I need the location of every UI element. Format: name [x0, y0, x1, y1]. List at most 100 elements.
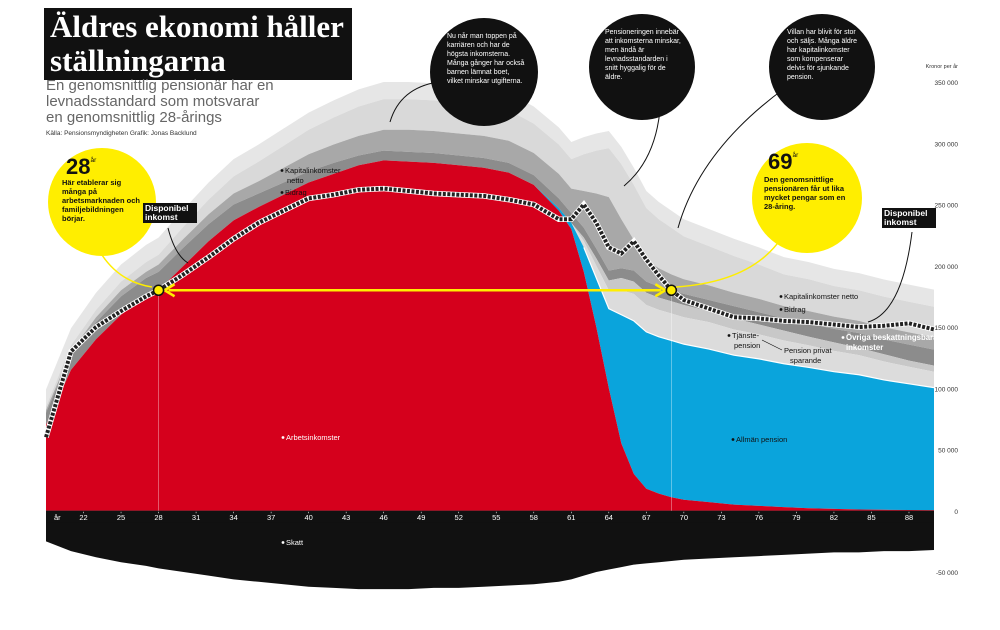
y-tick-label: 0	[954, 509, 958, 516]
label-privat: Pension privat	[784, 346, 832, 355]
disponibel-line	[44, 186, 935, 438]
label-tjanstepension-dot	[727, 334, 731, 337]
x-tick-label: 37	[267, 513, 275, 522]
x-tick-label: 46	[380, 513, 388, 522]
x-tick-label: 76	[755, 513, 763, 522]
x-tick-label: 79	[792, 513, 800, 522]
age28-number: 28	[66, 154, 91, 179]
x-tick-label: 85	[867, 513, 875, 522]
label-bidrag-right-dot	[779, 308, 783, 311]
label-ovriga-line2: inkomster	[846, 343, 883, 352]
area-allman-pension	[46, 160, 934, 511]
label-tjanstepension: Tjänste-	[732, 331, 760, 340]
x-tick-label: 67	[642, 513, 650, 522]
age69-unit: år	[792, 152, 799, 159]
label-kapital-left-line2: netto	[287, 176, 304, 185]
disponibel-tag-left: Disponibel inkomst	[143, 203, 197, 223]
title-box: Äldres ekonomi håller ställningarna	[44, 8, 352, 80]
disponibel-line-layer	[43, 185, 935, 439]
label-allman-pension-dot	[731, 438, 735, 441]
age69-number: 69	[768, 149, 793, 174]
axis-layer: år 22 25 28 31 34 37 40 43 46 49 52 55 58 61 64 67 70 73 76…	[46, 63, 958, 577]
label-kapital-left-dot	[280, 169, 284, 172]
y-tick-label: -50 000	[936, 570, 958, 577]
x-tick-label: 88	[905, 513, 913, 522]
leader-age69	[675, 239, 781, 288]
x-tick-label: 25	[117, 513, 125, 522]
source-credit: Källa: Pensionsmyndigheten Grafik: Jonas…	[46, 130, 197, 137]
x-tick-label: 64	[605, 513, 613, 522]
callout-age69: 69år Den genomsnittlige pensionären får …	[752, 143, 862, 253]
x-tick-label: 58	[530, 513, 538, 522]
area-arbetsinkomster	[46, 160, 934, 511]
label-bidrag-right: Bidrag	[784, 305, 806, 314]
leader-privat	[761, 339, 783, 351]
x-tick-label: 34	[229, 513, 237, 522]
label-ovriga: Övriga beskattningsbara	[846, 333, 938, 342]
y-tick-label: 350 000	[935, 80, 959, 87]
age69-heading: 69år	[768, 151, 798, 173]
label-kapital-right-dot	[779, 295, 783, 298]
x-tick-label: 31	[192, 513, 200, 522]
callout-pension-start-text: Pensioneringen innebär att inkomsterna m…	[605, 29, 681, 81]
age69-text: Den genomsnittlige pensionären får ut li…	[764, 175, 846, 211]
label-skatt: Skatt	[286, 538, 304, 547]
label-kapital-right: Kapitalinkomster netto	[784, 292, 858, 301]
age28-unit: år	[90, 157, 97, 164]
label-kapital-left: Kapitalinkomster	[285, 166, 341, 175]
callout-pension-start: Pensioneringen innebär att inkomsterna m…	[589, 14, 695, 120]
page-subtitle: En genomsnittlig pensionär har en levnad…	[46, 77, 274, 126]
pension-separator-line	[583, 247, 935, 389]
highlight-point	[665, 284, 678, 296]
callout-peak-text: Nu når man toppen på karriären och har d…	[447, 33, 525, 85]
y-tick-label: 150 000	[935, 325, 959, 332]
age28-heading: 28år	[66, 156, 96, 178]
x-tick-label: 49	[417, 513, 425, 522]
x-tick-label: 82	[830, 513, 838, 522]
x-tick-label: 40	[304, 513, 312, 522]
page-title-line1: Äldres ekonomi håller	[50, 9, 344, 44]
leader-house	[677, 87, 786, 229]
label-privat-line2: sparande	[790, 356, 821, 365]
arbete-area-layer	[46, 160, 934, 511]
leader-age28	[101, 254, 153, 288]
y-tick-label: 300 000	[935, 141, 959, 148]
x-tick-label: 70	[680, 513, 688, 522]
x-tick-label: 22	[79, 513, 87, 522]
label-ovriga-dot	[841, 336, 845, 339]
page-title-line2: ställningarna	[50, 43, 226, 78]
arrow-head-right	[654, 283, 666, 298]
label-arbetsinkomster-dot	[281, 436, 285, 439]
arrow-head-left	[163, 283, 176, 298]
x-tick-label: 55	[492, 513, 500, 522]
callout-house: Villan har blivit för stor och säljs. Må…	[769, 14, 875, 120]
leader-disp-right	[867, 231, 913, 323]
y-tick-label: 50 000	[938, 448, 958, 455]
label-skatt-dot	[281, 541, 285, 544]
leader-pension-start	[623, 109, 661, 187]
x-tick-label: 43	[342, 513, 350, 522]
y-tick-label: 250 000	[935, 203, 959, 210]
x-axis-label: år	[54, 513, 61, 522]
y-tick-label: 100 000	[935, 386, 959, 393]
labels-layer: Arbetsinkomster Allmän pension Skatt Kapita…	[101, 81, 938, 547]
callout-house-text: Villan har blivit för stor och säljs. Må…	[787, 29, 858, 81]
label-tjanstepension-line2: pension	[734, 341, 760, 350]
highlight-point	[152, 284, 165, 296]
y-axis-label: Kronor per år	[926, 63, 959, 70]
label-arbetsinkomster: Arbetsinkomster	[286, 433, 341, 442]
y-tick-label: 200 000	[935, 264, 959, 271]
age28-text: Här etablerar sig många på arbetsmarknad…	[62, 178, 140, 223]
disponibel-tag-right: Disponibel inkomst	[882, 208, 936, 228]
skatt-area-layer	[46, 510, 934, 590]
label-allman-pension: Allmän pension	[736, 435, 787, 444]
allman-area-layer	[46, 160, 935, 511]
x-axis-bar	[46, 510, 934, 523]
label-bidrag-left: Bidrag	[285, 188, 307, 197]
label-bidrag-left-dot	[280, 191, 284, 194]
leader-disp-left	[167, 227, 189, 264]
x-tick-label: 28	[154, 513, 162, 522]
area-skatt	[46, 510, 934, 590]
callout-peak: Nu når man toppen på karriären och har d…	[430, 18, 538, 126]
